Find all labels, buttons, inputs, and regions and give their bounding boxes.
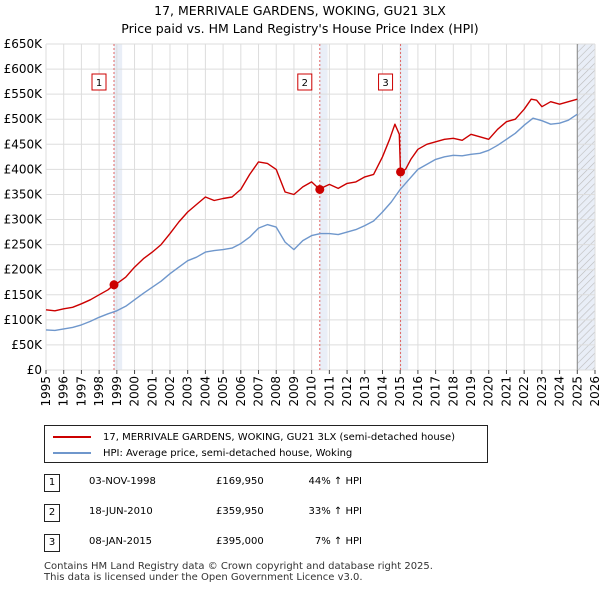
legend-item-property: 17, MERRIVALE GARDENS, WOKING, GU21 3LX … bbox=[53, 430, 455, 444]
future-hatch bbox=[577, 44, 595, 370]
footer: Contains HM Land Registry data © Crown c… bbox=[44, 561, 433, 583]
y-tick-label: £200K bbox=[4, 263, 44, 277]
shaded-range bbox=[114, 44, 123, 370]
y-tick-label: £650K bbox=[4, 37, 44, 51]
x-tick-label: 1999 bbox=[110, 376, 124, 407]
x-tick-label: 2023 bbox=[535, 376, 549, 407]
sale-row: 1 03-NOV-1998 £169,950 44% ↑ HPI bbox=[44, 474, 544, 494]
x-tick-label: 2000 bbox=[128, 376, 142, 407]
x-tick-label: 2010 bbox=[305, 376, 319, 407]
x-tick-label: 2002 bbox=[163, 376, 177, 407]
y-tick-label: £550K bbox=[4, 87, 44, 101]
x-tick-label: 2022 bbox=[517, 376, 531, 407]
footer-line-copyright: Contains HM Land Registry data © Crown c… bbox=[44, 561, 433, 572]
x-tick-label: 1995 bbox=[39, 376, 53, 407]
sale-label-box bbox=[91, 73, 107, 91]
x-tick-label: 2009 bbox=[287, 376, 301, 407]
sale-row: 2 18-JUN-2010 £359,950 33% ↑ HPI bbox=[44, 504, 544, 524]
x-tick-label: 2012 bbox=[340, 376, 354, 407]
sale-label: 1 bbox=[96, 78, 102, 89]
x-tick-label: 2015 bbox=[393, 376, 407, 407]
hpi-line bbox=[45, 113, 578, 332]
y-tick-label: £350K bbox=[4, 187, 44, 201]
y-tick-label: £500K bbox=[4, 112, 44, 126]
sale-hpi-change: 7% ↑ HPI bbox=[314, 536, 362, 547]
x-tick-label: 2007 bbox=[252, 376, 266, 407]
price-chart: 1 2 3 £0 £50K £100K £150K £200K £250K £300K £350K… bbox=[4, 37, 600, 407]
sale-hpi-change: 33% ↑ HPI bbox=[308, 506, 362, 517]
x-tick-label: 2021 bbox=[499, 376, 513, 407]
shaded-range bbox=[400, 44, 409, 370]
x-tick-label: 1996 bbox=[57, 376, 71, 407]
legend-swatch-property bbox=[53, 436, 91, 438]
y-tick-label: £250K bbox=[4, 238, 44, 252]
y-tick-label: £400K bbox=[4, 162, 44, 176]
y-tick-label: £300K bbox=[4, 213, 44, 227]
sale-number-badge: 3 bbox=[44, 534, 60, 552]
x-tick-label: 2011 bbox=[322, 376, 336, 407]
footer-line-licence: This data is licensed under the Open Gov… bbox=[44, 572, 363, 583]
x-tick-label: 1998 bbox=[92, 376, 106, 407]
sale-row: 3 08-JAN-2015 £395,000 7% ↑ HPI bbox=[44, 534, 544, 554]
x-tick-label: 2004 bbox=[198, 376, 212, 407]
shaded-range bbox=[319, 44, 328, 370]
y-tick-label: £450K bbox=[4, 137, 44, 151]
sale-hpi-change: 44% ↑ HPI bbox=[308, 476, 362, 487]
chart-subtitle: Price paid vs. HM Land Registry's House … bbox=[121, 21, 479, 36]
sale-label-box bbox=[297, 73, 313, 91]
y-tick-label: £0 bbox=[27, 363, 42, 377]
x-tick-label: 2016 bbox=[411, 376, 425, 407]
x-tick-label: 2025 bbox=[570, 376, 584, 407]
x-tick-label: 2026 bbox=[588, 376, 600, 407]
sale-number-badge: 2 bbox=[44, 504, 60, 522]
legend-item-hpi: HPI: Average price, semi-detached house,… bbox=[53, 446, 352, 460]
sale-label: 3 bbox=[382, 78, 388, 89]
legend-swatch-hpi bbox=[53, 452, 91, 454]
x-tick-label: 2014 bbox=[375, 376, 389, 407]
x-tick-label: 1997 bbox=[74, 376, 88, 407]
sale-point bbox=[315, 184, 325, 194]
chart-title: 17, MERRIVALE GARDENS, WOKING, GU21 3LX bbox=[154, 3, 446, 18]
sale-price: £395,000 bbox=[216, 536, 264, 547]
x-tick-label: 2017 bbox=[429, 376, 443, 407]
legend-label-hpi: HPI: Average price, semi-detached house,… bbox=[103, 447, 353, 459]
sale-price: £169,950 bbox=[216, 476, 264, 487]
x-tick-label: 2008 bbox=[269, 376, 283, 407]
x-tick-label: 2018 bbox=[446, 376, 460, 407]
legend-label-property: 17, MERRIVALE GARDENS, WOKING, GU21 3LX … bbox=[103, 431, 456, 443]
sale-point bbox=[109, 280, 119, 290]
sale-point bbox=[396, 167, 406, 177]
legend: 17, MERRIVALE GARDENS, WOKING, GU21 3LX … bbox=[44, 425, 488, 463]
sale-date: 03-NOV-1998 bbox=[89, 476, 156, 487]
y-tick-label: £150K bbox=[4, 288, 44, 302]
sale-date: 08-JAN-2015 bbox=[89, 536, 153, 547]
sale-number-badge: 1 bbox=[44, 474, 60, 492]
sale-label: 2 bbox=[302, 78, 308, 89]
sale-price: £359,950 bbox=[216, 506, 264, 517]
x-tick-label: 2019 bbox=[464, 376, 478, 407]
x-tick-label: 2005 bbox=[216, 376, 230, 407]
y-tick-label: £600K bbox=[4, 62, 44, 76]
sale-label-box bbox=[378, 73, 394, 91]
y-tick-label: £50K bbox=[11, 338, 43, 352]
y-tick-label: £100K bbox=[4, 313, 44, 327]
sale-date: 18-JUN-2010 bbox=[89, 506, 153, 517]
x-tick-label: 2013 bbox=[358, 376, 372, 407]
x-tick-label: 2001 bbox=[145, 376, 159, 407]
x-tick-label: 2020 bbox=[482, 376, 496, 407]
price-paid-line bbox=[45, 98, 578, 312]
x-tick-label: 2006 bbox=[234, 376, 248, 407]
x-tick-label: 2003 bbox=[181, 376, 195, 407]
x-tick-label: 2024 bbox=[553, 376, 567, 407]
